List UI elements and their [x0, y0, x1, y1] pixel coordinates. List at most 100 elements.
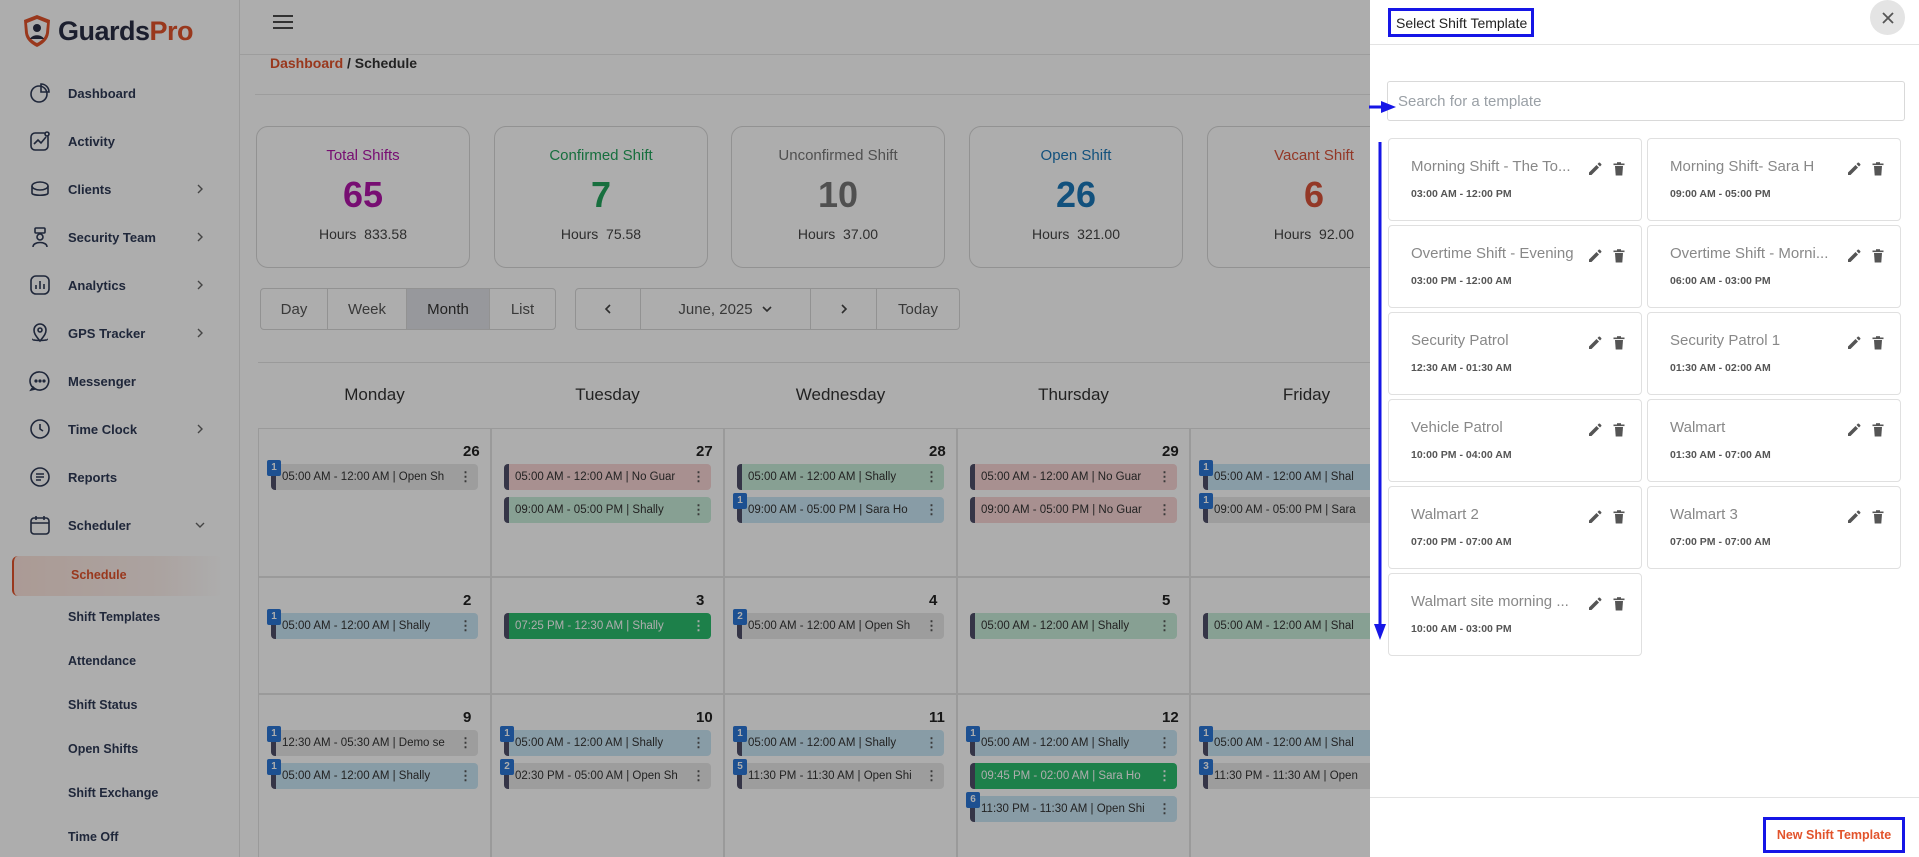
new-shift-template-button[interactable]: New Shift Template — [1763, 817, 1905, 853]
shift-event[interactable]: 05:00 AM - 12:00 AM | Open Sh ⋮ — [737, 613, 944, 639]
kebab-menu-icon[interactable]: ⋮ — [1158, 469, 1171, 484]
shift-event[interactable]: 11:30 PM - 11:30 AM | Open Shi ⋮ — [970, 796, 1177, 822]
template-card[interactable]: Morning Shift - The To... 03:00 AM - 12:0… — [1388, 138, 1642, 221]
shift-event[interactable]: 09:00 AM - 05:00 PM | Sara Ho ⋮ — [737, 497, 944, 523]
kebab-menu-icon[interactable]: ⋮ — [1158, 768, 1171, 783]
pencil-icon[interactable] — [1846, 248, 1862, 264]
sidebar-item-gps-tracker[interactable]: GPS Tracker — [28, 320, 218, 346]
template-card[interactable]: Security Patrol 1 01:30 AM - 02:00 AM — [1647, 312, 1901, 395]
sidebar-subitem-attendance[interactable]: Attendance — [68, 654, 137, 668]
shift-event[interactable]: 05:00 AM - 12:00 AM | Shally ⋮ — [271, 763, 478, 789]
stat-card[interactable]: Confirmed Shift 7 Hours 75.58 — [494, 126, 708, 268]
kebab-menu-icon[interactable]: ⋮ — [1158, 502, 1171, 517]
trash-icon[interactable] — [1870, 161, 1886, 177]
pencil-icon[interactable] — [1587, 161, 1603, 177]
sidebar-item-messenger[interactable]: Messenger — [28, 368, 218, 394]
kebab-menu-icon[interactable]: ⋮ — [459, 768, 472, 783]
today-button[interactable]: Today — [897, 300, 939, 318]
kebab-menu-icon[interactable]: ⋮ — [925, 735, 938, 750]
kebab-menu-icon[interactable]: ⋮ — [459, 618, 472, 633]
shift-event[interactable]: 12:30 AM - 05:30 AM | Demo se ⋮ — [271, 730, 478, 756]
kebab-menu-icon[interactable]: ⋮ — [925, 618, 938, 633]
shift-event[interactable]: 07:25 PM - 12:30 AM | Shally ⋮ — [504, 613, 711, 639]
shift-event[interactable]: 09:00 AM - 05:00 PM | No Guar ⋮ — [970, 497, 1177, 523]
trash-icon[interactable] — [1611, 509, 1627, 525]
template-card[interactable]: Morning Shift- Sara H 09:00 AM - 05:00 PM — [1647, 138, 1901, 221]
kebab-menu-icon[interactable]: ⋮ — [925, 469, 938, 484]
kebab-menu-icon[interactable]: ⋮ — [925, 502, 938, 517]
kebab-menu-icon[interactable]: ⋮ — [692, 768, 705, 783]
view-day-button[interactable]: Day — [261, 289, 328, 329]
calendar-day-cell[interactable] — [258, 428, 491, 577]
template-card[interactable]: Overtime Shift - Evening 03:00 PM - 12:00… — [1388, 225, 1642, 308]
view-list-button[interactable]: List — [510, 300, 535, 318]
pencil-icon[interactable] — [1846, 509, 1862, 525]
trash-icon[interactable] — [1611, 335, 1627, 351]
sidebar-subitem-schedule[interactable]: Schedule — [12, 556, 222, 596]
hamburger-icon[interactable] — [273, 15, 293, 31]
kebab-menu-icon[interactable]: ⋮ — [459, 735, 472, 750]
template-card[interactable]: Walmart 2 07:00 PM - 07:00 AM — [1388, 486, 1642, 569]
sidebar-subitem-time-off[interactable]: Time Off — [68, 830, 119, 844]
template-card[interactable]: Walmart 3 07:00 PM - 07:00 AM — [1647, 486, 1901, 569]
sidebar-item-security-team[interactable]: Security Team — [28, 224, 218, 250]
shift-event[interactable]: 05:00 AM - 12:00 AM | Shally ⋮ — [970, 613, 1177, 639]
close-button[interactable] — [1870, 0, 1905, 35]
trash-icon[interactable] — [1611, 596, 1627, 612]
kebab-menu-icon[interactable]: ⋮ — [692, 502, 705, 517]
trash-icon[interactable] — [1611, 422, 1627, 438]
pencil-icon[interactable] — [1587, 248, 1603, 264]
kebab-menu-icon[interactable]: ⋮ — [925, 768, 938, 783]
shift-event[interactable]: 05:00 AM - 12:00 AM | Shally ⋮ — [737, 464, 944, 490]
kebab-menu-icon[interactable]: ⋮ — [1158, 801, 1171, 816]
template-card[interactable]: Walmart site morning ... 10:00 AM - 03:00… — [1388, 573, 1642, 656]
sidebar-item-time-clock[interactable]: Time Clock — [28, 416, 218, 442]
shift-event[interactable]: 05:00 AM - 12:00 AM | Shal⋮ — [1203, 730, 1410, 756]
shift-event[interactable]: 05:00 AM - 12:00 AM | Open Sh ⋮ — [271, 464, 478, 490]
trash-icon[interactable] — [1870, 335, 1886, 351]
trash-icon[interactable] — [1870, 509, 1886, 525]
sidebar-subitem-open-shifts[interactable]: Open Shifts — [68, 742, 139, 756]
template-search-input[interactable] — [1387, 81, 1905, 121]
sidebar-item-analytics[interactable]: Analytics — [28, 272, 218, 298]
kebab-menu-icon[interactable]: ⋮ — [1158, 735, 1171, 750]
sidebar-subitem-shift-exchange[interactable]: Shift Exchange — [68, 786, 159, 800]
shift-event[interactable]: 11:30 PM - 11:30 AM | Open Shi ⋮ — [737, 763, 944, 789]
sidebar-item-dashboard[interactable]: Dashboard — [28, 80, 218, 106]
trash-icon[interactable] — [1870, 248, 1886, 264]
prev-month-button[interactable] — [576, 289, 641, 329]
next-month-button[interactable] — [811, 289, 877, 329]
shift-event[interactable]: 05:00 AM - 12:00 AM | Shally ⋮ — [737, 730, 944, 756]
template-card[interactable]: Security Patrol 12:30 AM - 01:30 AM — [1388, 312, 1642, 395]
trash-icon[interactable] — [1611, 161, 1627, 177]
shift-event[interactable]: 09:45 PM - 02:00 AM | Sara Ho ⋮ — [970, 763, 1177, 789]
stat-card[interactable]: Total Shifts 65 Hours 833.58 — [256, 126, 470, 268]
breadcrumb-dashboard-link[interactable]: Dashboard — [270, 55, 344, 71]
kebab-menu-icon[interactable]: ⋮ — [692, 618, 705, 633]
kebab-menu-icon[interactable]: ⋮ — [692, 469, 705, 484]
pencil-icon[interactable] — [1587, 335, 1603, 351]
kebab-menu-icon[interactable]: ⋮ — [459, 469, 472, 484]
trash-icon[interactable] — [1870, 422, 1886, 438]
shift-event[interactable]: 09:00 AM - 05:00 PM | Shally ⋮ — [504, 497, 711, 523]
trash-icon[interactable] — [1611, 248, 1627, 264]
stat-card[interactable]: Unconfirmed Shift 10 Hours 37.00 — [731, 126, 945, 268]
view-month-button[interactable]: Month — [407, 289, 490, 329]
pencil-icon[interactable] — [1846, 422, 1862, 438]
kebab-menu-icon[interactable]: ⋮ — [692, 735, 705, 750]
sidebar-item-scheduler[interactable]: Scheduler — [28, 512, 218, 538]
shift-event[interactable]: 05:00 AM - 12:00 AM | No Guar ⋮ — [970, 464, 1177, 490]
template-card[interactable]: Vehicle Patrol 10:00 PM - 04:00 AM — [1388, 399, 1642, 482]
pencil-icon[interactable] — [1846, 335, 1862, 351]
sidebar-subitem-shift-status[interactable]: Shift Status — [68, 698, 138, 712]
shift-event[interactable]: 05:00 AM - 12:00 AM | No Guar ⋮ — [504, 464, 711, 490]
shift-event[interactable]: 02:30 PM - 05:00 AM | Open Sh ⋮ — [504, 763, 711, 789]
shift-event[interactable]: 05:00 AM - 12:00 AM | Shally ⋮ — [970, 730, 1177, 756]
stat-card[interactable]: Open Shift 26 Hours 321.00 — [969, 126, 1183, 268]
pencil-icon[interactable] — [1587, 422, 1603, 438]
brand-logo[interactable]: GuardsPro — [22, 14, 194, 48]
shift-event[interactable]: 05:00 AM - 12:00 AM | Shally ⋮ — [504, 730, 711, 756]
sidebar-item-clients[interactable]: Clients — [28, 176, 218, 202]
sidebar-item-activity[interactable]: Activity — [28, 128, 218, 154]
sidebar-item-reports[interactable]: Reports — [28, 464, 218, 490]
